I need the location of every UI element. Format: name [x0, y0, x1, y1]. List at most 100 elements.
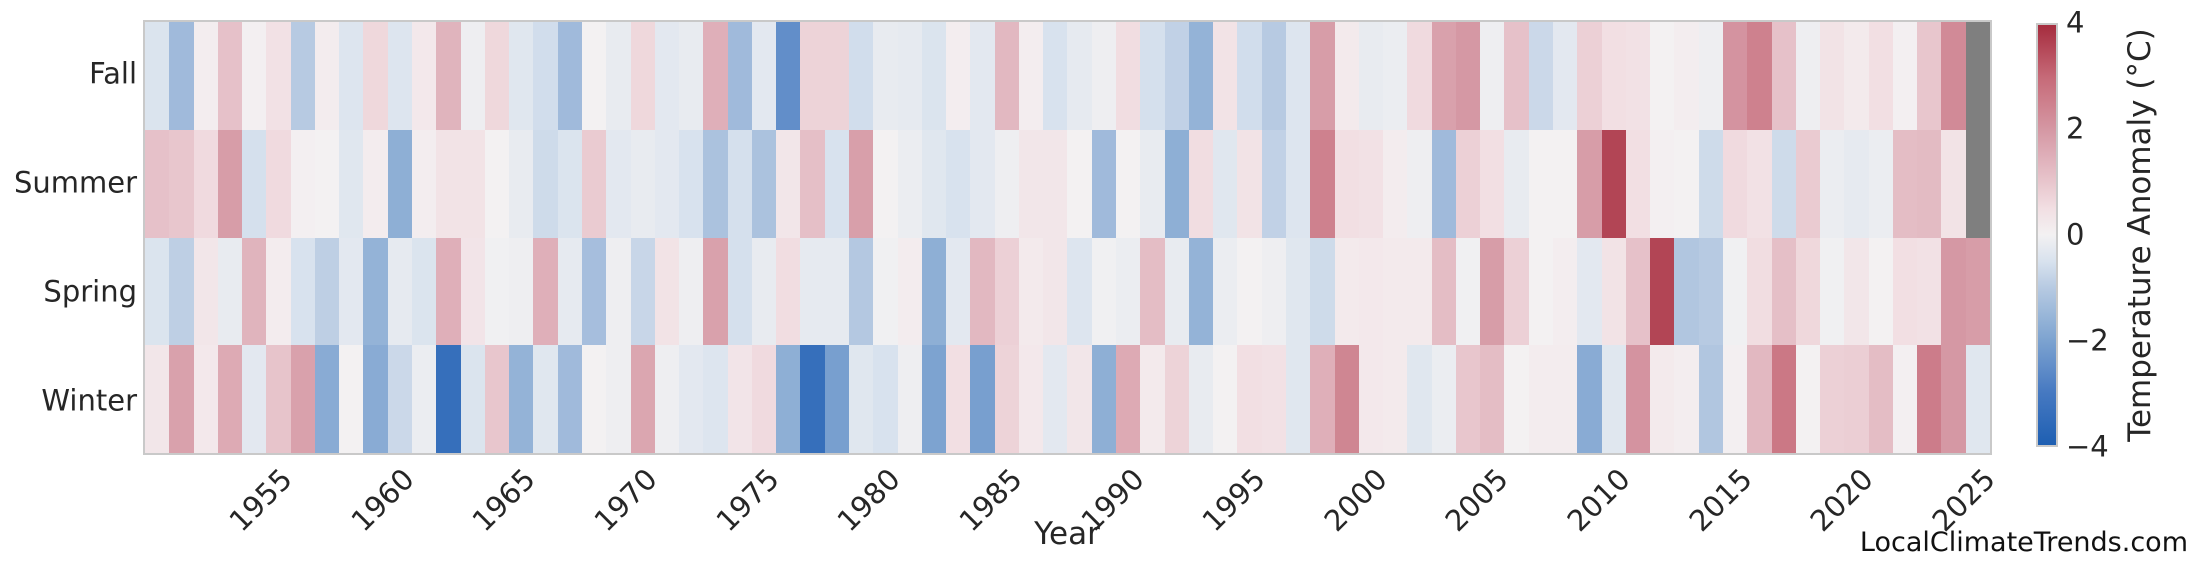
- heatmap-cell: [873, 129, 898, 238]
- heatmap-cell: [1067, 22, 1092, 130]
- heatmap-cell: [1941, 22, 1966, 130]
- heatmap-cell: [897, 129, 922, 238]
- heatmap-cell: [727, 129, 752, 238]
- heatmap-cell: [387, 345, 413, 453]
- heatmap-cell: [290, 237, 315, 346]
- heatmap-cell: [703, 129, 728, 238]
- heatmap-cell: [824, 237, 849, 346]
- x-tick-label: 1960: [344, 461, 421, 539]
- heatmap-cell: [1358, 345, 1384, 453]
- heatmap-cell: [1310, 237, 1335, 346]
- heatmap-cell: [1625, 129, 1651, 238]
- heatmap-cell: [1650, 22, 1675, 130]
- heatmap-cell: [1455, 22, 1481, 130]
- heatmap-cell: [970, 237, 995, 346]
- heatmap-cell: [1018, 237, 1044, 346]
- heatmap-cell: [1091, 22, 1117, 130]
- heatmap-cell: [897, 237, 922, 346]
- heatmap-cell: [751, 237, 777, 346]
- heatmap-cell: [800, 237, 825, 346]
- heatmap-cell: [897, 345, 922, 453]
- heatmap-cell: [1237, 237, 1262, 346]
- heatmap-cell: [1043, 129, 1068, 238]
- heatmap-cell: [581, 237, 607, 346]
- heatmap-cell: [266, 22, 291, 130]
- heatmap-cell: [1480, 129, 1505, 238]
- colorbar: [2036, 23, 2058, 447]
- heatmap-cell: [1674, 129, 1699, 238]
- heatmap-cell: [412, 129, 437, 238]
- heatmap-cell: [897, 22, 922, 130]
- heatmap-cell: [1844, 129, 1869, 238]
- heatmap-cell: [1674, 345, 1699, 453]
- colorbar-tick-label: 4: [2066, 5, 2085, 40]
- heatmap-cell: [994, 237, 1019, 346]
- heatmap-cell: [266, 129, 291, 238]
- heatmap-cell: [1431, 237, 1456, 346]
- heatmap-cell: [145, 129, 170, 238]
- colorbar-tick-label: 0: [2066, 217, 2085, 252]
- heatmap-cell: [1504, 237, 1529, 346]
- heatmap-cell: [1698, 345, 1723, 453]
- heatmap-cell: [654, 345, 680, 453]
- heatmap-cell: [339, 237, 364, 346]
- heatmap-cell: [703, 345, 728, 453]
- heatmap-cell: [1407, 129, 1432, 238]
- heatmap-cell: [1164, 237, 1189, 346]
- heatmap-cell: [1601, 345, 1626, 453]
- heatmap-cell: [1431, 22, 1456, 130]
- heatmap-cell: [849, 22, 874, 130]
- heatmap-cell: [824, 129, 849, 238]
- watermark: LocalClimateTrends.com: [1859, 527, 2188, 558]
- heatmap-cell: [1577, 129, 1602, 238]
- heatmap-cell: [460, 237, 485, 346]
- x-tick-label: 1970: [587, 461, 664, 539]
- heatmap-cell: [1407, 345, 1432, 453]
- heatmap-cell: [1941, 129, 1966, 238]
- heatmap-cell: [1820, 22, 1845, 130]
- heatmap-cell: [1140, 237, 1165, 346]
- heatmap-cell: [1237, 129, 1262, 238]
- heatmap-plot-area: [143, 20, 1992, 455]
- heatmap-cell: [217, 129, 243, 238]
- heatmap-cell: [1116, 345, 1141, 453]
- heatmap-cell: [1213, 237, 1238, 346]
- heatmap-cell: [679, 237, 704, 346]
- heatmap-cell: [290, 22, 315, 130]
- heatmap-cell: [193, 237, 218, 346]
- heatmap-cell: [145, 22, 170, 130]
- x-tick-label: 1985: [952, 461, 1029, 539]
- heatmap-cell: [970, 345, 995, 453]
- heatmap-cell: [1892, 237, 1918, 346]
- heatmap-cell: [1383, 22, 1408, 130]
- heatmap-cell: [1188, 237, 1214, 346]
- heatmap-cell: [145, 237, 170, 346]
- heatmap-cell: [1674, 22, 1699, 130]
- heatmap: [145, 22, 1990, 453]
- heatmap-cell: [217, 22, 243, 130]
- heatmap-cell: [1722, 345, 1748, 453]
- heatmap-cell: [1383, 237, 1408, 346]
- heatmap-cell: [533, 237, 558, 346]
- heatmap-cell: [581, 345, 607, 453]
- heatmap-cell: [169, 129, 194, 238]
- heatmap-cell: [1237, 22, 1262, 130]
- heatmap-cell: [1553, 237, 1578, 346]
- heatmap-cell: [1892, 129, 1918, 238]
- heatmap-cell: [557, 237, 582, 346]
- heatmap-cell: [509, 237, 534, 346]
- heatmap-cell: [1480, 237, 1505, 346]
- heatmap-cell: [1965, 345, 1990, 453]
- heatmap-cell: [460, 22, 485, 130]
- x-tick-label: 2020: [1803, 461, 1881, 539]
- heatmap-cell: [1722, 22, 1748, 130]
- heatmap-cell: [1285, 237, 1311, 346]
- heatmap-cell: [1067, 237, 1092, 346]
- heatmap-cell: [1553, 345, 1578, 453]
- heatmap-cell: [727, 237, 752, 346]
- heatmap-cell: [630, 129, 655, 238]
- heatmap-cell: [1310, 129, 1335, 238]
- colorbar-tick-label: −4: [2066, 429, 2109, 464]
- heatmap-cell: [1771, 22, 1796, 130]
- heatmap-cell: [1334, 237, 1359, 346]
